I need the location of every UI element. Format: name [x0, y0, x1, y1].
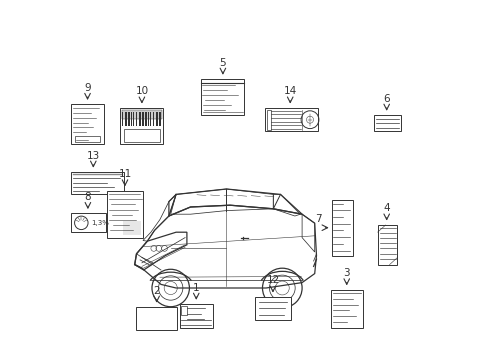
Bar [123, 112, 124, 126]
Bar [157, 112, 158, 126]
Bar [130, 112, 131, 126]
Bar [265, 108, 317, 131]
Text: 12: 12 [266, 275, 279, 285]
Bar [154, 112, 155, 126]
Bar [331, 200, 352, 256]
Bar [123, 221, 141, 235]
Bar [377, 225, 397, 265]
Bar [151, 112, 152, 126]
Bar [127, 112, 128, 126]
Bar [330, 290, 362, 328]
Bar [181, 306, 187, 315]
Text: 14: 14 [283, 86, 296, 96]
Bar [136, 307, 177, 330]
Bar [120, 108, 163, 144]
Bar [159, 112, 160, 126]
Text: 6: 6 [383, 94, 389, 104]
Bar [147, 112, 148, 126]
Bar [179, 304, 212, 328]
Bar [266, 110, 271, 130]
Bar [136, 112, 137, 126]
Bar [139, 112, 140, 126]
Text: 11: 11 [118, 169, 131, 179]
Text: 5: 5 [219, 58, 226, 68]
Bar [153, 112, 154, 126]
Bar [201, 79, 244, 115]
Bar [71, 104, 104, 144]
Text: 2: 2 [153, 285, 160, 296]
Bar [71, 213, 106, 232]
Bar [107, 191, 142, 238]
Text: 8: 8 [84, 192, 91, 202]
Bar [133, 112, 134, 126]
Bar [156, 112, 157, 126]
Text: 13: 13 [86, 150, 100, 161]
Bar [255, 297, 290, 320]
Text: 10: 10 [135, 86, 148, 96]
Bar [122, 112, 123, 126]
Bar [140, 112, 141, 126]
Text: 3: 3 [343, 268, 349, 278]
Bar [75, 136, 101, 142]
Bar [373, 115, 400, 131]
Text: 9: 9 [84, 83, 91, 93]
Bar [124, 112, 126, 126]
Text: 1: 1 [193, 283, 199, 293]
Bar [160, 112, 161, 126]
Text: 1,3%: 1,3% [91, 220, 109, 226]
Text: 4: 4 [383, 203, 389, 213]
Bar [150, 112, 151, 126]
Bar [144, 112, 145, 126]
Bar [71, 172, 124, 194]
Text: 7: 7 [315, 214, 321, 224]
Bar [123, 129, 160, 142]
Bar [122, 110, 162, 119]
